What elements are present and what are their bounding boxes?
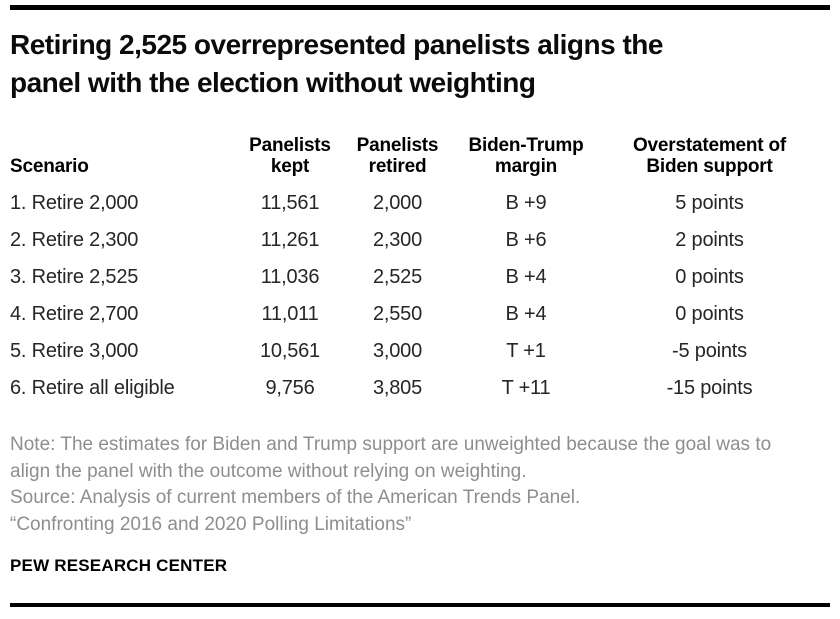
column-header-biden-trump-margin: Biden-Trump margin (468, 135, 584, 177)
column-header-overstatement: Overstatement of Biden support (632, 135, 787, 177)
top-rule (10, 5, 830, 10)
cell-panelists-kept: 10,561 (260, 340, 320, 362)
cell-scenario: 1. Retire 2,000 (10, 192, 139, 214)
column-header-panelists-retired: Panelists retired (356, 135, 439, 177)
column-header-scenario: Scenario (10, 156, 89, 177)
figure-footnotes: Note: The estimates for Biden and Trump … (10, 432, 830, 538)
pew-figure: Retiring 2,525 overrepresented panelists… (0, 5, 840, 607)
table-row: 3. Retire 2,525 11,036 2,525 B +4 0 poin… (10, 259, 840, 296)
cell-overstatement: -5 points (672, 340, 747, 362)
cell-panelists-retired: 3,805 (372, 377, 423, 399)
table-row: 1. Retire 2,000 11,561 2,000 B +9 5 poin… (10, 185, 840, 222)
report-title-line: “Confronting 2016 and 2020 Polling Limit… (10, 513, 412, 535)
cell-overstatement: 0 points (675, 266, 744, 288)
column-header-panelists-kept: Panelists kept (249, 135, 331, 177)
scenario-table: Scenario Panelists kept Panelists retired … (10, 135, 840, 407)
figure-title-line-1: Retiring 2,525 overrepresented panelists… (10, 29, 663, 60)
cell-panelists-kept: 11,561 (260, 192, 320, 214)
cell-margin: T +1 (506, 340, 546, 362)
cell-scenario: 3. Retire 2,525 (10, 266, 139, 288)
cell-panelists-kept: 11,261 (260, 229, 320, 251)
cell-margin: B +9 (505, 192, 547, 214)
cell-overstatement: 0 points (675, 303, 744, 325)
note-line-2: align the panel with the outcome without… (10, 460, 527, 482)
bottom-rule (10, 603, 830, 607)
cell-overstatement: 5 points (675, 192, 744, 214)
cell-scenario: 2. Retire 2,300 (10, 229, 139, 251)
cell-overstatement: 2 points (675, 229, 744, 251)
table-row: 5. Retire 3,000 10,561 3,000 T +1 -5 poi… (10, 333, 840, 370)
cell-panelists-retired: 2,300 (372, 229, 423, 251)
cell-panelists-kept: 9,756 (265, 377, 315, 399)
cell-scenario: 5. Retire 3,000 (10, 340, 139, 362)
table-row: 2. Retire 2,300 11,261 2,300 B +6 2 poin… (10, 222, 840, 259)
cell-margin: T +11 (501, 377, 551, 399)
table-row: 6. Retire all eligible 9,756 3,805 T +11… (10, 370, 840, 407)
note-line-1: Note: The estimates for Biden and Trump … (10, 434, 772, 455)
source-line: Source: Analysis of current members of t… (10, 487, 581, 508)
cell-panelists-kept: 11,011 (261, 303, 319, 325)
pew-research-center-wordmark: PEW RESEARCH CENTER (10, 556, 228, 575)
figure-title-line-2: panel with the election without weightin… (10, 67, 536, 98)
cell-overstatement: -15 points (666, 377, 753, 399)
table-row: 4. Retire 2,700 11,011 2,550 B +4 0 poin… (10, 296, 840, 333)
table-header-row: Scenario Panelists kept Panelists retired … (10, 135, 840, 185)
figure-title: Retiring 2,525 overrepresented panelists… (10, 26, 830, 102)
cell-margin: B +4 (505, 266, 547, 288)
cell-panelists-kept: 11,036 (260, 266, 320, 288)
cell-scenario: 4. Retire 2,700 (10, 303, 139, 325)
cell-panelists-retired: 2,000 (372, 192, 423, 214)
cell-margin: B +4 (505, 303, 547, 325)
cell-panelists-retired: 2,525 (372, 266, 423, 288)
cell-panelists-retired: 3,000 (372, 340, 423, 362)
cell-scenario: 6. Retire all eligible (10, 377, 175, 399)
cell-panelists-retired: 2,550 (372, 303, 423, 325)
cell-margin: B +6 (505, 229, 547, 251)
